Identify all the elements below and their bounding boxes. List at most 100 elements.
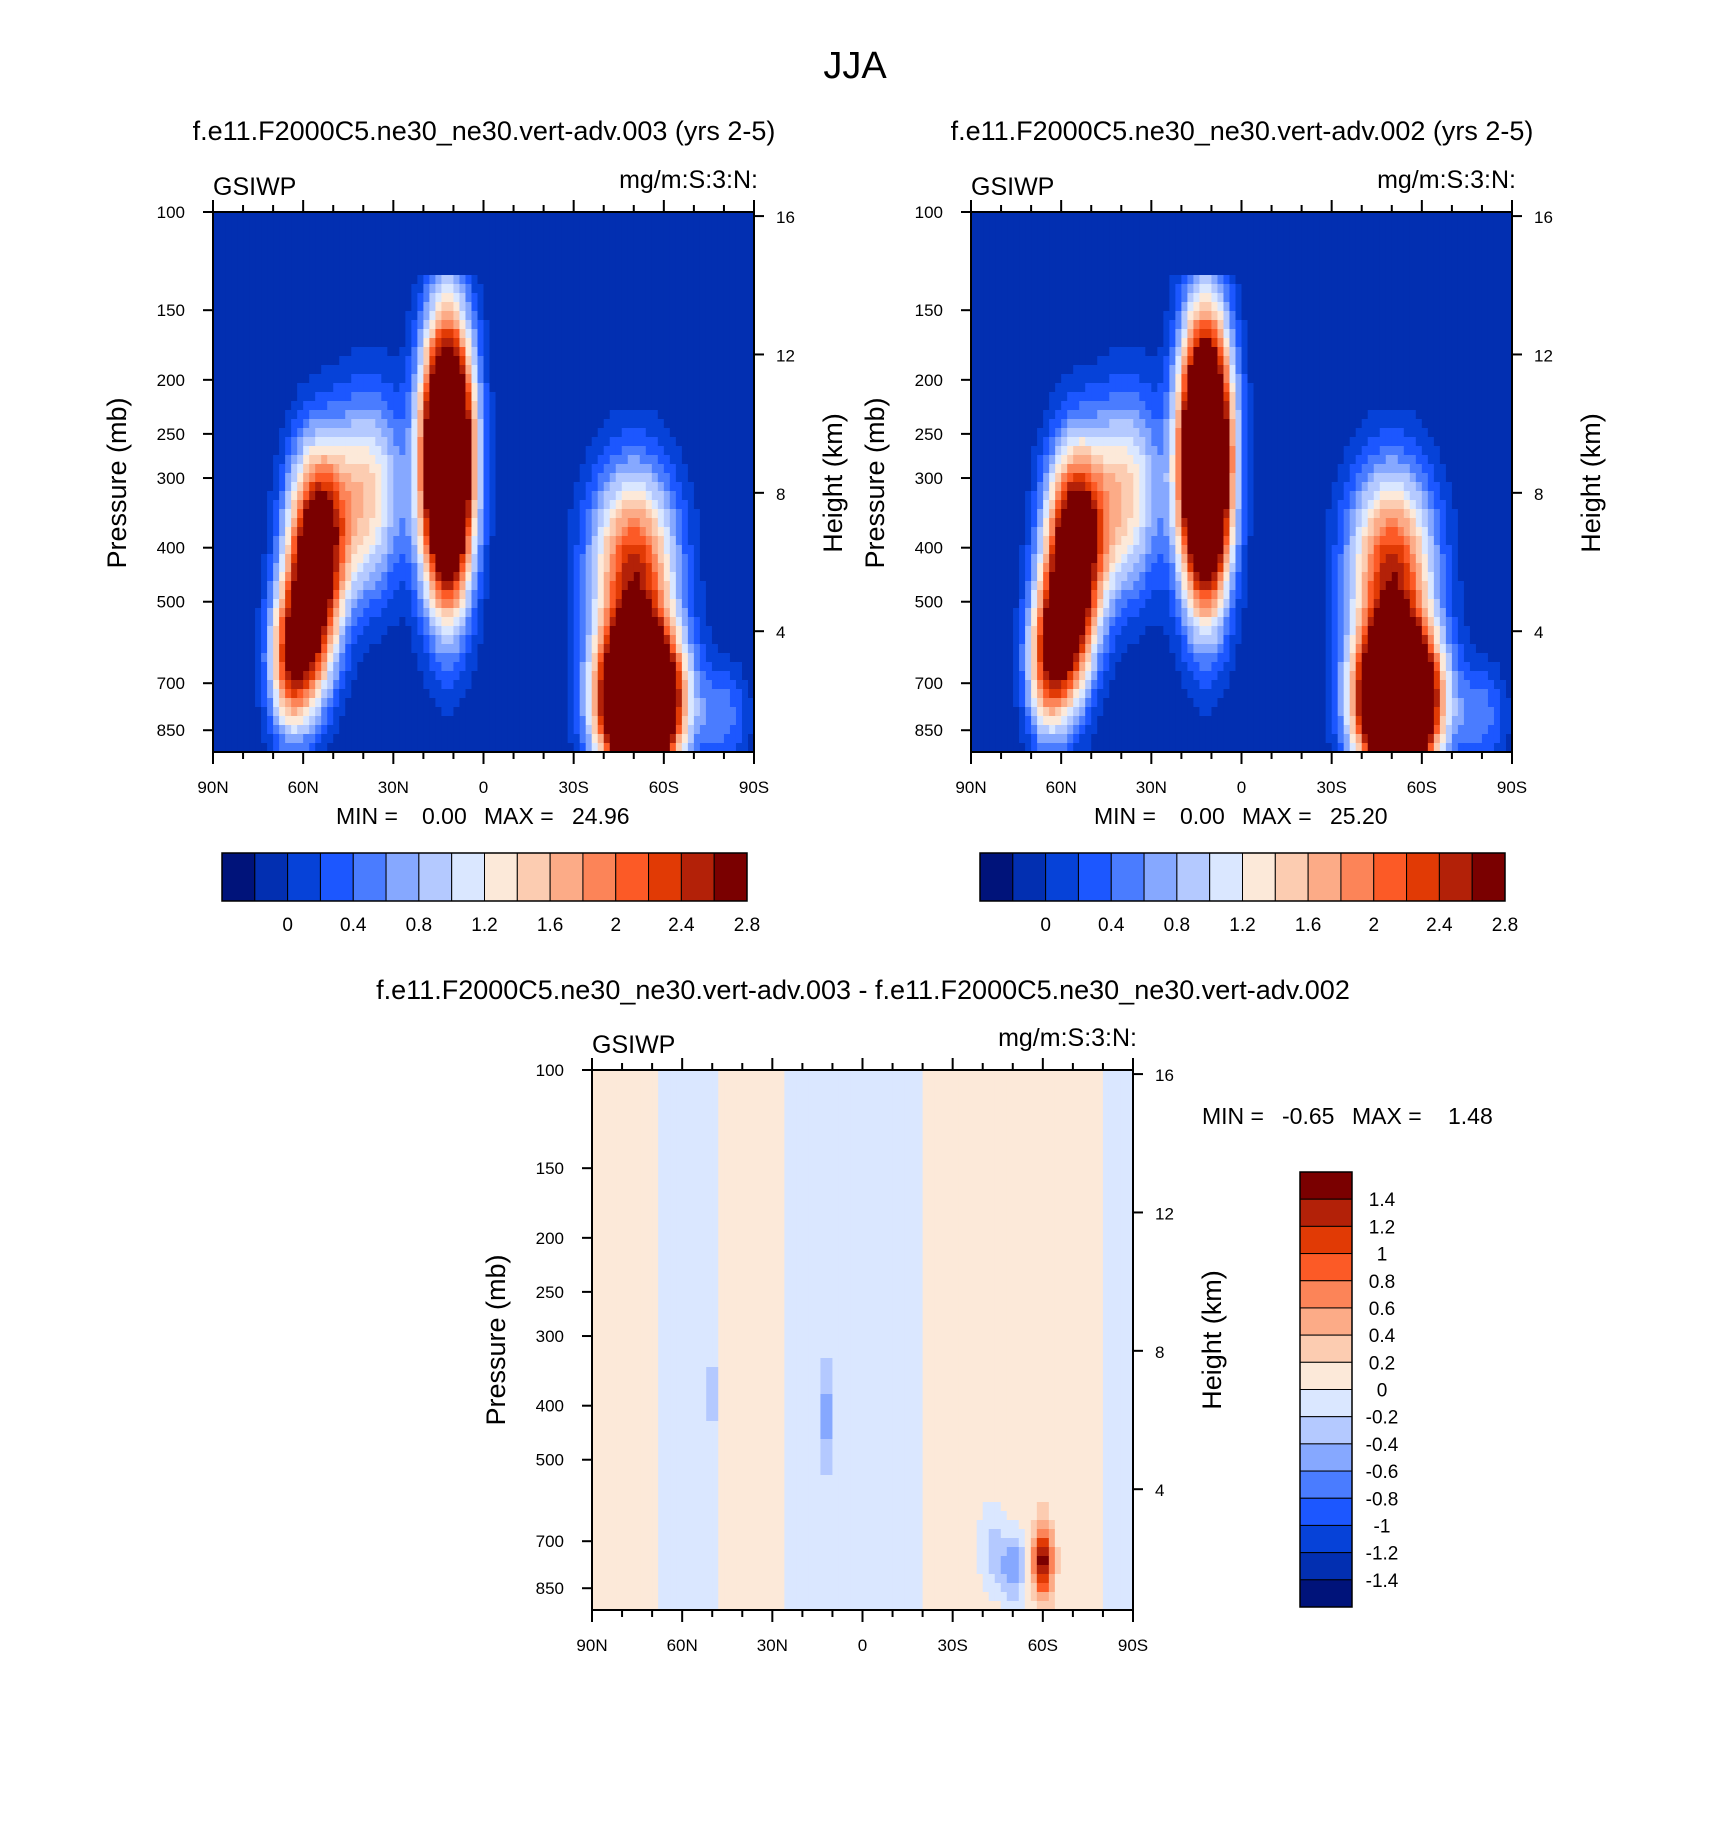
contour-cell bbox=[610, 626, 617, 636]
contour-cell bbox=[664, 266, 671, 276]
contour-cell bbox=[646, 311, 653, 321]
contour-cell bbox=[237, 239, 244, 249]
contour-cell bbox=[580, 338, 587, 348]
contour-cell bbox=[640, 392, 647, 402]
contour-cell bbox=[333, 284, 340, 294]
contour-cell bbox=[459, 554, 466, 564]
contour-cell bbox=[255, 221, 262, 231]
contour-cell bbox=[327, 482, 334, 492]
contour-cell bbox=[237, 500, 244, 510]
contour-cell bbox=[688, 338, 695, 348]
contour-cell bbox=[333, 428, 340, 438]
contour-cell bbox=[622, 464, 629, 474]
contour-cell bbox=[610, 635, 617, 645]
contour-cell bbox=[459, 275, 466, 285]
contour-cell bbox=[297, 491, 304, 501]
contour-cell bbox=[345, 509, 352, 519]
contour-cell bbox=[520, 473, 527, 483]
contour-cell bbox=[550, 455, 557, 465]
contour-cell bbox=[255, 599, 262, 609]
contour-cell bbox=[730, 302, 737, 312]
contour-cell bbox=[381, 320, 388, 330]
contour-cell bbox=[532, 446, 539, 456]
contour-cell bbox=[255, 707, 262, 717]
contour-cell bbox=[622, 446, 629, 456]
contour-cell bbox=[309, 365, 316, 375]
contour-cell bbox=[309, 257, 316, 267]
contour-cell bbox=[592, 374, 599, 384]
contour-cell bbox=[405, 239, 412, 249]
contour-cell bbox=[447, 689, 454, 699]
contour-cell bbox=[471, 419, 478, 429]
contour-cell bbox=[411, 455, 418, 465]
contour-cell bbox=[441, 473, 448, 483]
contour-cell bbox=[369, 383, 376, 393]
contour-cell bbox=[453, 680, 460, 690]
contour-cell bbox=[568, 698, 575, 708]
contour-cell bbox=[309, 356, 316, 366]
contour-cell bbox=[357, 392, 364, 402]
contour-cell bbox=[405, 293, 412, 303]
contour-cell bbox=[514, 455, 521, 465]
contour-cell bbox=[423, 617, 430, 627]
contour-cell bbox=[628, 644, 635, 654]
contour-cell bbox=[327, 446, 334, 456]
contour-cell bbox=[502, 275, 509, 285]
contour-cell bbox=[658, 680, 665, 690]
contour-cell bbox=[267, 482, 274, 492]
contour-cell bbox=[598, 338, 605, 348]
contour-cell bbox=[700, 230, 707, 240]
contour-cell bbox=[490, 590, 497, 600]
contour-cell bbox=[375, 410, 382, 420]
contour-cell bbox=[369, 284, 376, 294]
contour-cell bbox=[598, 545, 605, 555]
contour-cell bbox=[429, 635, 436, 645]
contour-cell bbox=[405, 689, 412, 699]
contour-cell bbox=[411, 257, 418, 267]
contour-cell bbox=[502, 626, 509, 636]
contour-cell bbox=[321, 509, 328, 519]
contour-cell bbox=[562, 617, 569, 627]
contour-cell bbox=[508, 212, 515, 222]
contour-cell bbox=[237, 617, 244, 627]
contour-cell bbox=[255, 338, 262, 348]
contour-cell bbox=[514, 365, 521, 375]
contour-cell bbox=[405, 590, 412, 600]
contour-cell bbox=[285, 446, 292, 456]
contour-cell bbox=[496, 581, 503, 591]
contour-cell bbox=[616, 212, 623, 222]
contour-cell bbox=[225, 707, 232, 717]
contour-cell bbox=[369, 320, 376, 330]
contour-cell bbox=[664, 581, 671, 591]
contour-cell bbox=[640, 257, 647, 267]
contour-cell bbox=[706, 635, 713, 645]
contour-cell bbox=[381, 302, 388, 312]
contour-cell bbox=[694, 527, 701, 537]
contour-cell bbox=[423, 599, 430, 609]
contour-cell bbox=[568, 662, 575, 672]
contour-cell bbox=[339, 338, 346, 348]
contour-cell bbox=[345, 500, 352, 510]
contour-cell bbox=[532, 392, 539, 402]
contour-cell bbox=[453, 518, 460, 528]
contour-cell bbox=[381, 500, 388, 510]
contour-cell bbox=[357, 401, 364, 411]
contour-cell bbox=[700, 419, 707, 429]
contour-cell bbox=[616, 536, 623, 546]
contour-cell bbox=[327, 473, 334, 483]
contour-cell bbox=[700, 572, 707, 582]
contour-cell bbox=[592, 599, 599, 609]
contour-cell bbox=[279, 446, 286, 456]
contour-cell bbox=[490, 347, 497, 357]
contour-cell bbox=[435, 428, 442, 438]
contour-cell bbox=[580, 293, 587, 303]
contour-cell bbox=[441, 563, 448, 573]
contour-cell bbox=[658, 383, 665, 393]
contour-cell bbox=[562, 680, 569, 690]
contour-cell bbox=[724, 257, 731, 267]
contour-cell bbox=[688, 221, 695, 231]
contour-cell bbox=[610, 446, 617, 456]
contour-cell bbox=[730, 311, 737, 321]
contour-cell bbox=[471, 572, 478, 582]
contour-plot bbox=[213, 212, 755, 753]
